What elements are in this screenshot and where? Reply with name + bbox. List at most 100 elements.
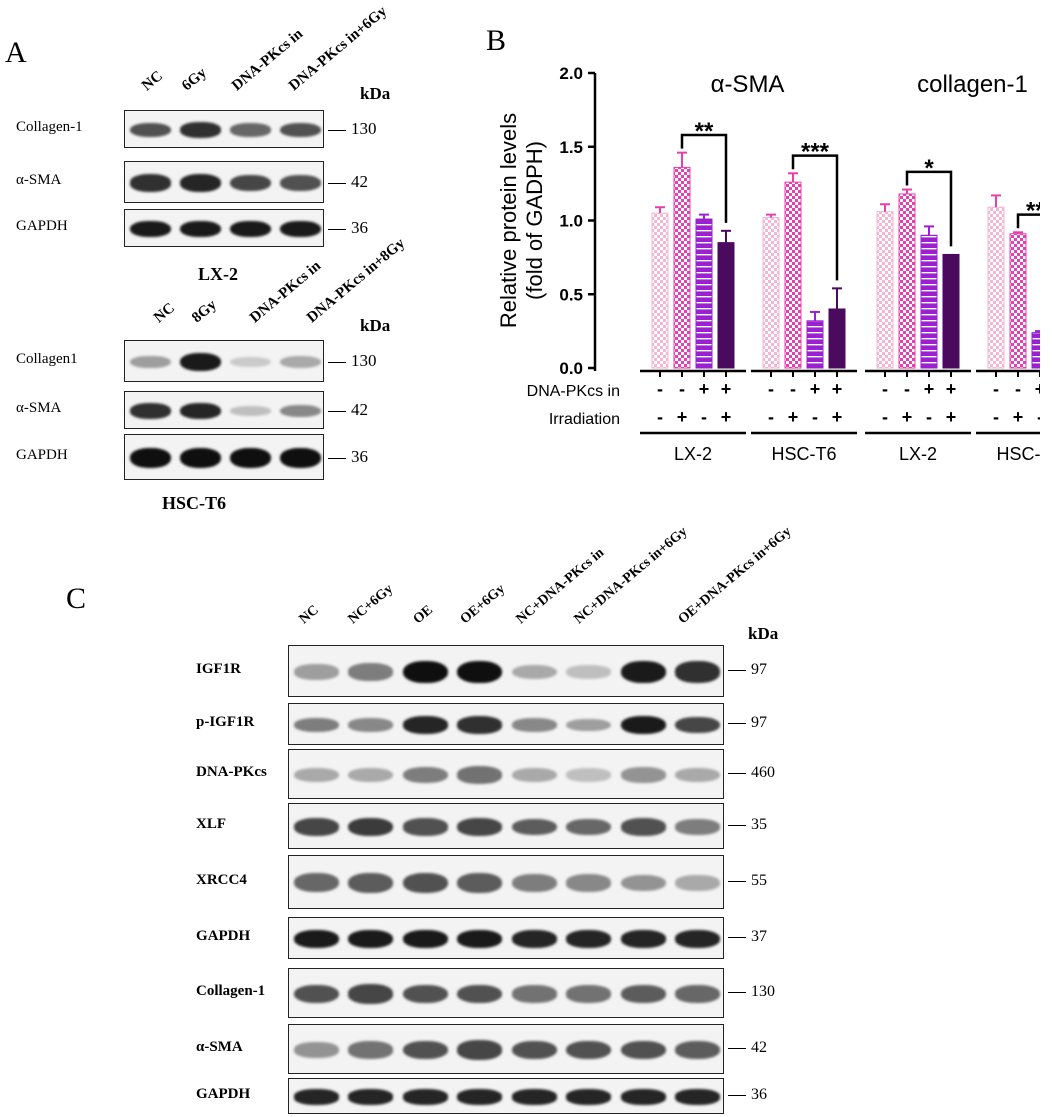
molecular-weight-marker: 36 [728,1086,767,1104]
protein-band [279,220,321,238]
blot-strip [124,161,324,203]
kda-label: kDa [748,624,779,643]
condition-sign: - [904,379,910,399]
condition-sign: + [699,379,710,399]
y-tick-label: 2.0 [559,64,583,83]
bar [828,308,846,369]
blot-strip [288,917,724,959]
protein-band [129,220,171,238]
protein-band [229,123,271,137]
protein-band [457,1040,503,1060]
kda-label: kDa [360,84,391,103]
protein-band [675,819,721,835]
protein-band [675,985,721,1003]
significance-label: *** [1026,198,1040,225]
row-label: α-SMA [16,172,62,188]
protein-band [348,817,394,837]
condition-sign: - [993,379,999,399]
blot-strip [288,968,724,1018]
protein-band [620,715,666,734]
blot-strip [124,209,324,247]
condition-sign: + [946,379,957,399]
bar [942,253,960,369]
protein-band [402,984,448,1004]
protein-band [511,718,557,732]
bar [695,218,713,369]
blot-strip [288,645,724,697]
bar [806,320,824,369]
protein-band [229,447,271,469]
protein-band [348,767,394,783]
lane-label: OE [410,602,436,628]
protein-band [566,818,612,836]
bar [762,217,780,369]
molecular-weight-marker: 36 [328,447,368,467]
blot-strip [288,1078,724,1114]
condition-sign: + [1035,379,1040,399]
row-label: XLF [196,816,226,832]
significance-label: ** [695,118,714,145]
group-name: LX-2 [674,444,712,464]
protein-band [675,930,721,948]
row-label: IGF1R [196,661,241,677]
protein-band [457,660,503,684]
protein-band [293,664,339,680]
protein-band [279,122,321,138]
lane-label: 6Gy [179,64,210,95]
protein-band [620,1040,666,1060]
protein-band [348,1041,394,1059]
protein-band [675,1040,721,1060]
protein-band [620,930,666,948]
molecular-weight-marker: 130 [328,119,377,139]
protein-band [457,766,503,784]
condition-sign: - [768,379,774,399]
y-tick-label: 0.5 [559,285,583,304]
condition-label: DNA-PKcs in [527,383,620,400]
panel-b-label: B [486,24,507,57]
molecular-weight-marker: 35 [728,816,767,834]
lane-label: DNA-PKcs in+8Gy [304,235,409,327]
condition-sign: - [993,407,999,427]
protein-band [675,875,721,891]
protein-band [229,356,271,368]
bar [1009,233,1027,369]
panel-a-label: A [5,36,27,69]
protein-band [402,1040,448,1060]
molecular-weight-marker: 130 [728,983,775,1001]
protein-band [457,873,503,893]
condition-sign: - [679,379,685,399]
row-label: XRCC4 [196,872,247,888]
protein-band [279,447,321,469]
protein-band [511,1089,557,1105]
blot-strip [288,749,724,799]
protein-band [179,122,221,138]
protein-band [293,718,339,732]
protein-band [566,768,612,782]
significance-bracket [1016,213,1040,229]
protein-band [279,175,321,191]
molecular-weight-marker: 130 [328,351,377,371]
row-label: Collagen1 [16,351,78,367]
protein-band [229,405,271,416]
lane-label: OE+6Gy [457,581,509,628]
row-label: p-IGF1R [196,714,255,730]
y-axis-label: Relative protein levels(fold of GADPH) [496,113,547,328]
condition-sign: + [832,379,843,399]
group-name: LX-2 [899,444,937,464]
y-axis-label-line: (fold of GADPH) [522,141,547,300]
protein-band [179,220,221,238]
bar [784,181,802,369]
protein-band [129,403,171,419]
protein-band [620,1089,666,1105]
protein-band [457,716,503,734]
molecular-weight-marker: 37 [728,928,767,946]
condition-sign: - [882,379,888,399]
bar [920,234,938,369]
protein-band [511,664,557,680]
molecular-weight-marker: 42 [328,400,368,420]
group-name: HSC-T6 [996,444,1040,464]
protein-band [402,766,448,784]
lane-label: NC+DNA-PKcs in+6Gy [571,524,691,628]
significance-label: * [924,155,934,182]
protein-band [402,872,448,894]
